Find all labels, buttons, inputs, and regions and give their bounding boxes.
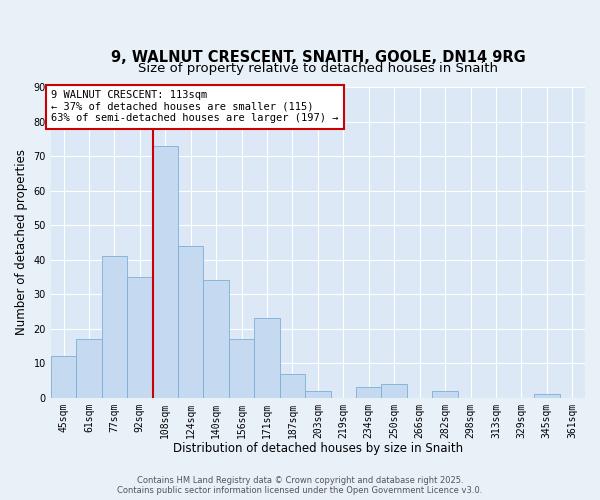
Bar <box>433 391 458 398</box>
Bar <box>229 339 254 398</box>
Text: Size of property relative to detached houses in Snaith: Size of property relative to detached ho… <box>138 62 498 74</box>
Bar <box>254 318 280 398</box>
Bar <box>280 374 305 398</box>
Bar <box>356 388 382 398</box>
Text: 9 WALNUT CRESCENT: 113sqm
← 37% of detached houses are smaller (115)
63% of semi: 9 WALNUT CRESCENT: 113sqm ← 37% of detac… <box>51 90 338 124</box>
X-axis label: Distribution of detached houses by size in Snaith: Distribution of detached houses by size … <box>173 442 463 455</box>
Bar <box>152 146 178 398</box>
Bar <box>534 394 560 398</box>
Bar <box>178 246 203 398</box>
Bar <box>101 256 127 398</box>
Bar <box>127 277 152 398</box>
Bar <box>76 339 101 398</box>
Bar <box>382 384 407 398</box>
Bar <box>203 280 229 398</box>
Bar <box>51 356 76 398</box>
Y-axis label: Number of detached properties: Number of detached properties <box>15 150 28 336</box>
Text: Contains HM Land Registry data © Crown copyright and database right 2025.
Contai: Contains HM Land Registry data © Crown c… <box>118 476 482 495</box>
Bar <box>305 391 331 398</box>
Title: 9, WALNUT CRESCENT, SNAITH, GOOLE, DN14 9RG: 9, WALNUT CRESCENT, SNAITH, GOOLE, DN14 … <box>110 50 525 65</box>
